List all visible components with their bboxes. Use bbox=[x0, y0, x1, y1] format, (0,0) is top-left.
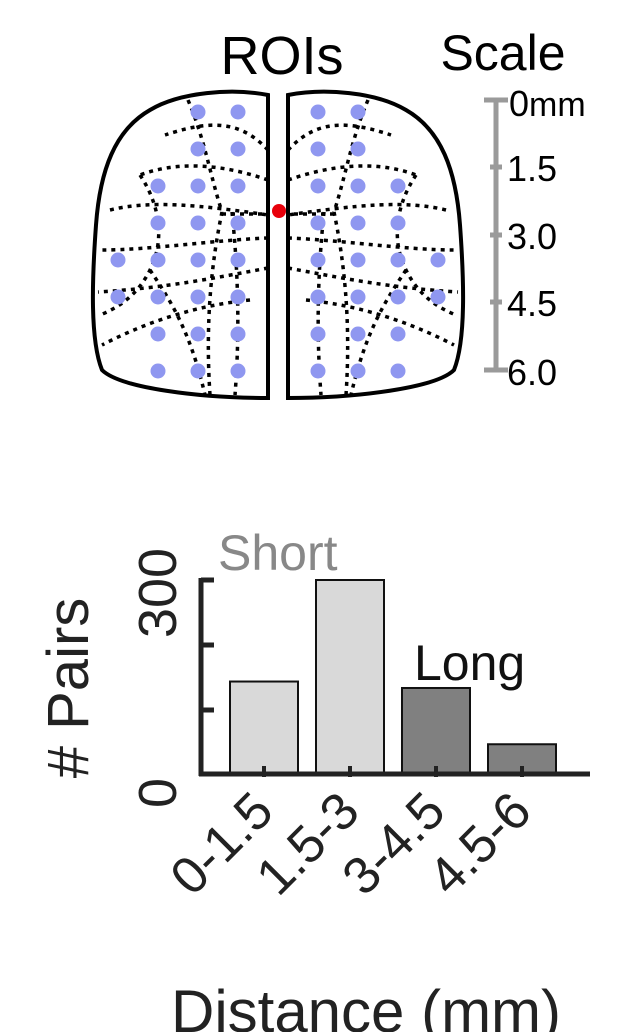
roi-dot bbox=[310, 326, 326, 342]
roi-dot bbox=[390, 363, 406, 379]
roi-dot bbox=[150, 178, 166, 194]
roi-panel: ROIs Scale bbox=[90, 25, 586, 401]
roi-dot bbox=[350, 289, 366, 305]
roi-dot bbox=[350, 104, 366, 120]
roi-dot bbox=[190, 215, 206, 231]
bar-0-1.5 bbox=[229, 680, 299, 776]
roi-dot bbox=[350, 141, 366, 157]
roi-dot bbox=[350, 215, 366, 231]
roi-dot bbox=[350, 178, 366, 194]
roi-dot bbox=[390, 289, 406, 305]
roi-dot bbox=[150, 289, 166, 305]
roi-dot bbox=[390, 252, 406, 268]
y-axis-label: # Pairs bbox=[36, 598, 101, 779]
scale-tick-0: 0mm bbox=[509, 83, 586, 124]
roi-dot bbox=[190, 363, 206, 379]
roi-dot bbox=[230, 363, 246, 379]
scale-bar bbox=[484, 97, 508, 373]
annotation-short: Short bbox=[218, 525, 338, 581]
roi-dot bbox=[150, 363, 166, 379]
roi-dot bbox=[190, 289, 206, 305]
left-hemisphere-outline bbox=[90, 89, 270, 401]
roi-dot bbox=[390, 326, 406, 342]
roi-title: ROIs bbox=[220, 26, 343, 86]
x-tick-label: 4.5-6 bbox=[418, 781, 543, 906]
roi-dot bbox=[390, 215, 406, 231]
bar-1.5-3 bbox=[315, 579, 385, 775]
roi-dot bbox=[390, 178, 406, 194]
roi-dot bbox=[230, 215, 246, 231]
roi-dot bbox=[110, 252, 126, 268]
roi-dot bbox=[230, 178, 246, 194]
roi-dot bbox=[310, 141, 326, 157]
roi-dot bbox=[190, 104, 206, 120]
roi-dot bbox=[230, 141, 246, 157]
scale-unit: mm bbox=[529, 86, 586, 124]
roi-dot bbox=[190, 252, 206, 268]
roi-dot bbox=[110, 289, 126, 305]
bar-3-4.5 bbox=[401, 686, 471, 776]
roi-dot bbox=[310, 215, 326, 231]
scale-tick-6-0: 6.0 bbox=[507, 352, 557, 393]
roi-dot bbox=[310, 252, 326, 268]
roi-dot bbox=[190, 141, 206, 157]
y-tick-label-300: 300 bbox=[128, 548, 188, 638]
roi-dot bbox=[150, 215, 166, 231]
roi-dot bbox=[430, 289, 446, 305]
roi-dot bbox=[310, 363, 326, 379]
scale-tick-1-5: 1.5 bbox=[507, 148, 557, 189]
y-axis bbox=[198, 577, 214, 776]
roi-dot bbox=[230, 326, 246, 342]
roi-dot bbox=[190, 326, 206, 342]
bars bbox=[229, 579, 557, 776]
annotation-long: Long bbox=[414, 635, 525, 691]
bregma-dot bbox=[272, 204, 286, 218]
roi-dot bbox=[350, 252, 366, 268]
scale-tick-4-5: 4.5 bbox=[507, 283, 557, 324]
roi-dot bbox=[230, 252, 246, 268]
x-ticks bbox=[262, 766, 524, 777]
roi-dot bbox=[430, 252, 446, 268]
scale-tick-3-0: 3.0 bbox=[507, 216, 557, 257]
y-tick-label-0: 0 bbox=[128, 778, 188, 808]
roi-dot bbox=[230, 289, 246, 305]
right-hemisphere-outline bbox=[286, 89, 466, 401]
roi-dot bbox=[350, 363, 366, 379]
scale-title: Scale bbox=[440, 25, 565, 81]
x-axis-label: Distance (mm) bbox=[171, 978, 561, 1032]
x-tick-labels: 0-1.51.5-33-4.54.5-6 bbox=[160, 781, 543, 906]
roi-dot bbox=[310, 178, 326, 194]
roi-dot bbox=[150, 252, 166, 268]
roi-boundaries bbox=[97, 99, 459, 396]
roi-dot bbox=[310, 104, 326, 120]
roi-dot bbox=[190, 178, 206, 194]
distance-bar-chart: Short Long 300 0 # Pairs 0-1.51.5-33-4.5… bbox=[36, 525, 590, 1032]
roi-dot bbox=[150, 326, 166, 342]
roi-dot bbox=[230, 104, 246, 120]
roi-dots bbox=[110, 104, 446, 379]
roi-dot bbox=[310, 289, 326, 305]
roi-dot bbox=[350, 326, 366, 342]
